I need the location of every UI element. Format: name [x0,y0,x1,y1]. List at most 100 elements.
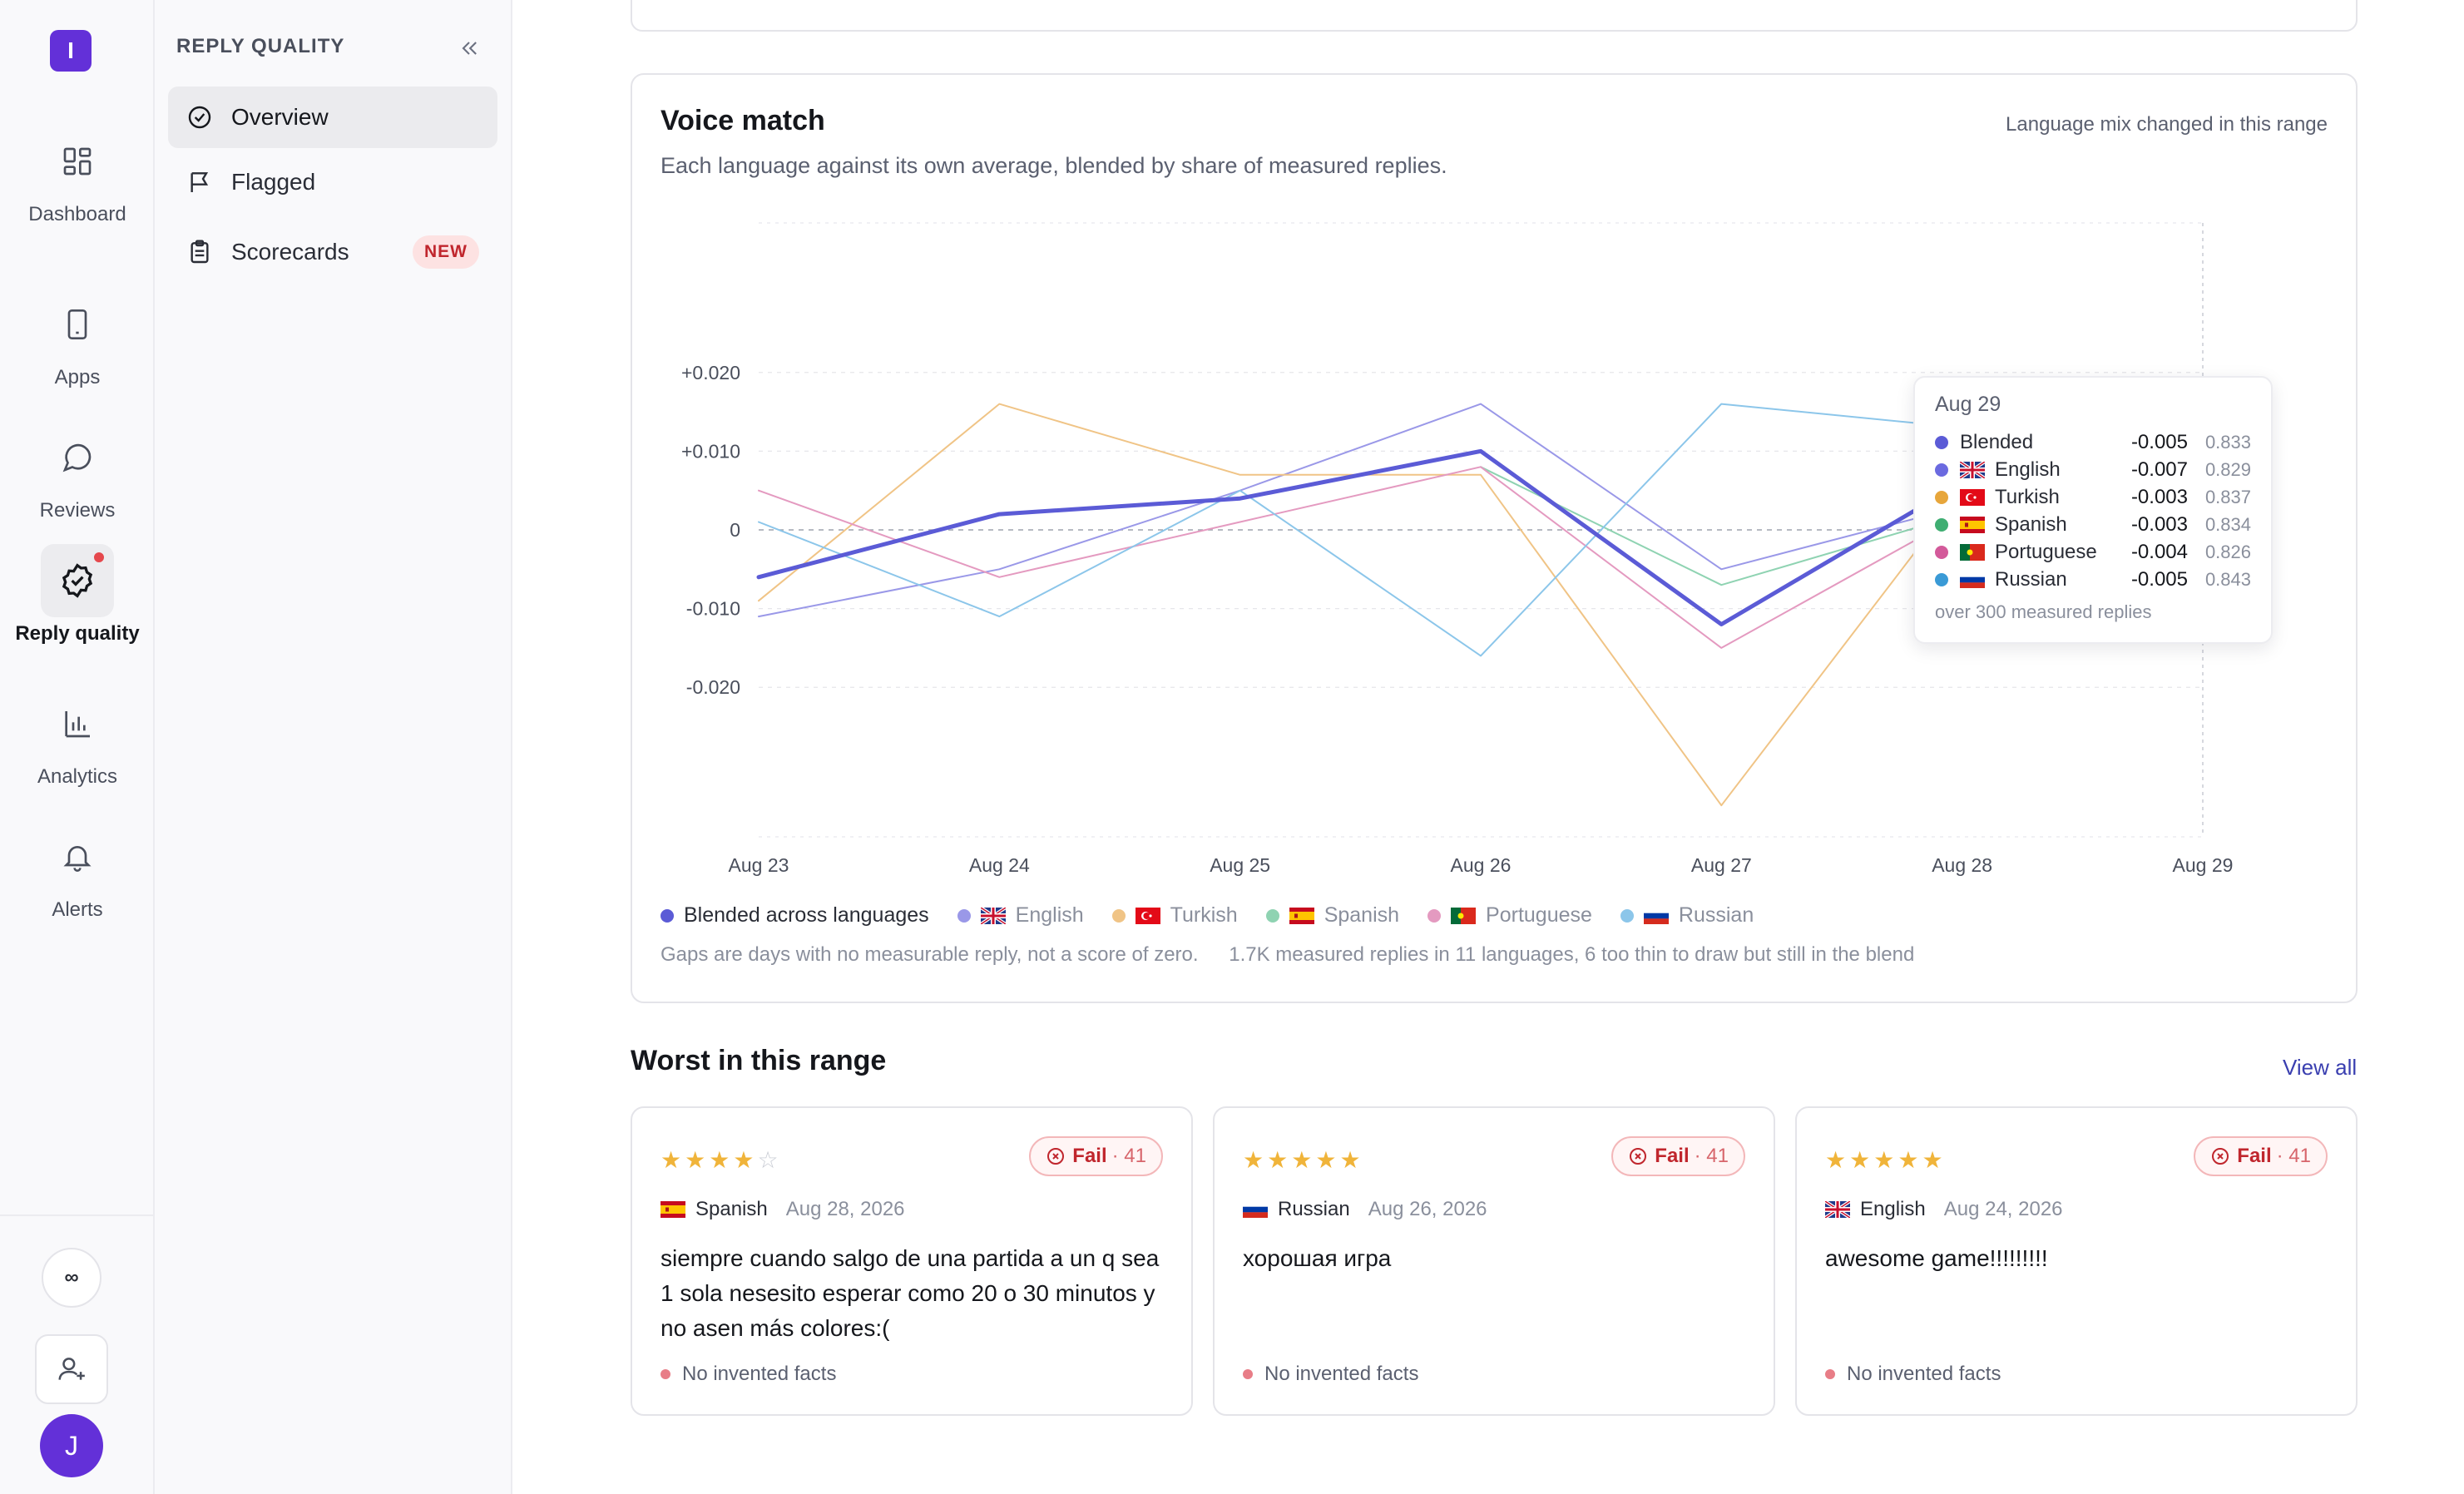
tooltip-series-name: Spanish [1995,512,2067,536]
invite-user-button[interactable] [35,1334,108,1404]
check-badge-icon [188,106,211,129]
tooltip-value: -0.003 [2130,512,2188,536]
rail-item-dashboard[interactable]: Dashboard [0,125,155,226]
rail-label: Apps [54,366,101,388]
fail-label: Fail [2237,1145,2272,1167]
card-title: Voice match [661,105,825,136]
tooltip-score: 0.834 [2204,513,2251,535]
rail-item-alerts[interactable]: Alerts [0,820,155,922]
sidebar-item-label: Overview [231,104,329,130]
review-card[interactable]: ★ ★ ★ ★ ★ Fail · 41 English Aug 24, 2026 awesome … [1795,1106,2358,1416]
review-text: siempre cuando salgo de una partida a un… [661,1245,1160,1341]
flag-es-icon [1960,516,1985,533]
legend-item[interactable]: Spanish [1265,903,1400,928]
legend-item[interactable]: Russian [1620,903,1754,928]
series-dot [1935,517,1948,532]
failed-check: No invented facts [661,1363,836,1386]
flag-uk-icon [1960,461,1985,478]
sidebar-item-scorecards[interactable]: Scorecards NEW [168,221,497,283]
rail-item-reply-quality[interactable]: Reply quality [0,544,155,646]
x-tick-label: Aug 27 [1691,854,1752,876]
tooltip-value: -0.003 [2130,485,2188,508]
tooltip-series-name: Turkish [1995,485,2060,508]
rail-label: Alerts [52,898,103,921]
legend-label: Spanish [1324,903,1400,927]
tooltip-series-name: English [1995,458,2061,481]
rail-label: Reply quality [15,622,140,645]
rail-label: Dashboard [28,203,126,225]
user-avatar[interactable]: J [40,1414,103,1477]
sidebar-item-label: Flagged [231,169,316,195]
sidebar-item-overview[interactable]: Overview [168,87,497,148]
legend-label: Russian [1678,903,1754,927]
legend-item[interactable]: Portuguese [1427,903,1592,928]
star-icon: ☆ [757,1147,779,1173]
flag-uk-icon [980,907,1006,924]
flag-ru-icon [1643,907,1669,924]
check-label: No invented facts [1847,1363,2001,1385]
app-logo[interactable]: I [50,30,92,72]
flag-ru-icon [1243,1201,1268,1218]
fail-score: · 41 [2276,1145,2311,1167]
series-dot [1935,490,1948,504]
review-language: English [1860,1198,1926,1220]
star-icon: ★ [661,1147,682,1173]
x-tick-label: Aug 24 [969,854,1030,876]
bar-chart-icon [65,711,90,738]
view-all-link[interactable]: View all [2283,1055,2358,1080]
star-icon: ★ [685,1147,706,1173]
flag-ru-icon [1960,571,1985,588]
tooltip-series-name: Russian [1995,567,2067,591]
review-text: awesome game!!!!!!!!! [1825,1245,2048,1271]
tooltip-row: English -0.007 0.829 [1935,456,2251,483]
flag-icon [190,172,209,192]
flag-uk-icon [1825,1201,1850,1218]
section-title: REPLY QUALITY [176,35,345,57]
notification-dot [92,551,106,564]
tooltip-row: Blended -0.005 0.833 [1935,428,2251,456]
section-sidebar: REPLY QUALITY Overview Flagged Scorecard… [155,0,512,1494]
star-icon: ★ [1339,1147,1361,1173]
icon-rail: I Dashboard Apps Reviews Reply quality A… [0,0,155,1494]
card-subtitle: Each language against its own average, b… [661,153,1447,178]
failed-check: No invented facts [1825,1363,2001,1386]
tooltip-row: Portuguese -0.004 0.826 [1935,538,2251,566]
infinity-button[interactable]: ∞ [42,1248,101,1308]
review-card[interactable]: ★ ★ ★ ★ ☆ Fail · 41 Spanish Aug 28, 2026 siempre … [631,1106,1193,1416]
check-label: No invented facts [682,1363,837,1385]
fail-badge: Fail · 41 [2194,1136,2328,1176]
rail-item-reviews[interactable]: Reviews [0,421,155,522]
check-dot [1825,1369,1835,1379]
legend-item[interactable]: English [957,903,1084,928]
collapse-sidebar-button[interactable] [454,33,484,63]
legend-dot [1427,908,1442,923]
legend-item[interactable]: Blended across languages [661,903,929,928]
tooltip-value: -0.005 [2130,567,2188,591]
series-dot [1935,463,1948,477]
series-dot [1935,545,1948,559]
chart-footnote: Gaps are days with no measurable reply, … [661,943,1939,967]
fail-score: · 41 [1111,1145,1146,1167]
tooltip-footer: over 300 measured replies [1935,601,2152,622]
fail-label: Fail [1655,1145,1690,1167]
flag-es-icon [1289,907,1314,924]
review-card[interactable]: ★ ★ ★ ★ ★ Fail · 41 Russian Aug 26, 2026 хорошая … [1213,1106,1775,1416]
y-tick-label: +0.010 [681,440,740,462]
rail-item-apps[interactable]: Apps [0,288,155,389]
dashboard-icon [63,147,92,176]
legend-item[interactable]: Turkish [1111,903,1238,928]
measured-count-note: 1.7K measured replies in 11 languages, 6… [1229,943,1915,966]
review-date: Aug 26, 2026 [1368,1198,1487,1220]
check-dot [1243,1369,1253,1379]
x-tick-label: Aug 26 [1451,854,1512,876]
sidebar-item-label: Scorecards [231,239,349,265]
rail-item-analytics[interactable]: Analytics [0,687,155,789]
rail-divider [0,1214,155,1216]
gaps-note: Gaps are days with no measurable reply, … [661,943,1199,966]
fail-badge: Fail · 41 [1611,1136,1745,1176]
language-mix-note: Language mix changed in this range [2006,113,2328,136]
y-tick-label: -0.010 [686,598,740,620]
star-rating: ★ ★ ★ ★ ☆ [661,1146,782,1174]
sidebar-item-flagged[interactable]: Flagged [168,151,497,213]
voice-match-card: Voice match Each language against its ow… [631,73,2358,1003]
